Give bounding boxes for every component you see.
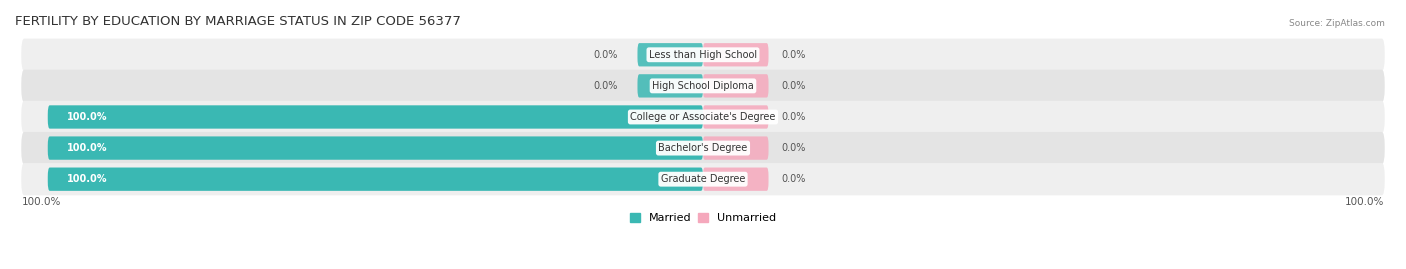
Text: FERTILITY BY EDUCATION BY MARRIAGE STATUS IN ZIP CODE 56377: FERTILITY BY EDUCATION BY MARRIAGE STATU… (15, 15, 461, 28)
FancyBboxPatch shape (703, 43, 769, 66)
Text: 0.0%: 0.0% (782, 143, 806, 153)
Text: High School Diploma: High School Diploma (652, 81, 754, 91)
FancyBboxPatch shape (48, 168, 703, 191)
Text: College or Associate's Degree: College or Associate's Degree (630, 112, 776, 122)
FancyBboxPatch shape (21, 38, 1385, 71)
FancyBboxPatch shape (703, 136, 769, 160)
FancyBboxPatch shape (703, 74, 769, 98)
FancyBboxPatch shape (637, 43, 703, 66)
FancyBboxPatch shape (21, 70, 1385, 102)
FancyBboxPatch shape (48, 105, 703, 129)
Text: 100.0%: 100.0% (1346, 197, 1385, 207)
FancyBboxPatch shape (703, 168, 769, 191)
FancyBboxPatch shape (703, 105, 769, 129)
Text: 0.0%: 0.0% (782, 174, 806, 184)
Text: Bachelor's Degree: Bachelor's Degree (658, 143, 748, 153)
Text: 100.0%: 100.0% (67, 112, 108, 122)
FancyBboxPatch shape (637, 74, 703, 98)
Legend: Married, Unmarried: Married, Unmarried (626, 209, 780, 228)
Text: 100.0%: 100.0% (67, 143, 108, 153)
Text: Less than High School: Less than High School (650, 50, 756, 60)
FancyBboxPatch shape (21, 163, 1385, 195)
Text: Source: ZipAtlas.com: Source: ZipAtlas.com (1289, 19, 1385, 28)
FancyBboxPatch shape (21, 101, 1385, 133)
Text: 0.0%: 0.0% (593, 81, 617, 91)
Text: 0.0%: 0.0% (782, 50, 806, 60)
Text: 0.0%: 0.0% (782, 112, 806, 122)
FancyBboxPatch shape (21, 132, 1385, 164)
FancyBboxPatch shape (48, 136, 703, 160)
Text: 100.0%: 100.0% (21, 197, 60, 207)
Text: 0.0%: 0.0% (593, 50, 617, 60)
Text: 100.0%: 100.0% (67, 174, 108, 184)
Text: Graduate Degree: Graduate Degree (661, 174, 745, 184)
Text: 0.0%: 0.0% (782, 81, 806, 91)
